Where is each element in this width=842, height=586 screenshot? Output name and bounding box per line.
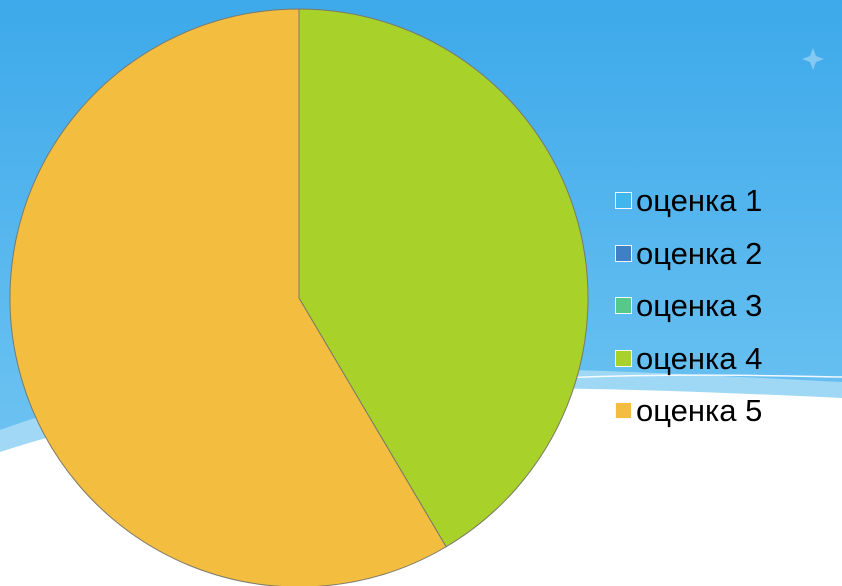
legend-swatch-4: [615, 349, 632, 367]
pie-slice-5: [9, 8, 447, 586]
legend-item-1: оценка 1: [615, 174, 762, 227]
legend-label-2: оценка 2: [636, 235, 763, 271]
legend-swatch-2: [615, 244, 632, 262]
legend-item-5: оценка 5: [615, 384, 762, 437]
bg-sparkle: [802, 48, 824, 70]
legend-item-2: оценка 2: [615, 227, 762, 280]
legend-label-3: оценка 3: [636, 288, 763, 323]
legend-swatch-3: [615, 297, 632, 314]
chart-legend: оценка 1 оценка 2 оценка 3 оценка 4 оценка 5: [615, 174, 762, 437]
pie-slice-4: [298, 8, 589, 548]
legend-label-4: оценка 4: [636, 340, 763, 376]
legend-label-1: оценка 1: [636, 183, 763, 218]
legend-swatch-5: [615, 402, 632, 419]
legend-item-4: оценка 4: [615, 332, 762, 385]
legend-item-3: оценка 3: [615, 279, 762, 332]
legend-swatch-1: [615, 192, 632, 209]
legend-label-5: оценка 5: [636, 393, 763, 428]
